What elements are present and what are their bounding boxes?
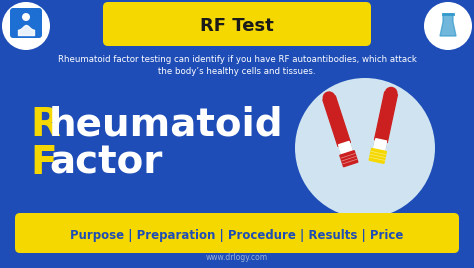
Circle shape <box>323 91 336 104</box>
Text: actor: actor <box>49 144 163 182</box>
Polygon shape <box>374 139 386 151</box>
Polygon shape <box>338 142 352 154</box>
Polygon shape <box>369 148 386 163</box>
Text: the body’s healthy cells and tissues.: the body’s healthy cells and tissues. <box>158 66 316 76</box>
Text: Purpose | Preparation | Procedure | Results | Price: Purpose | Preparation | Procedure | Resu… <box>70 229 404 241</box>
Text: Test: Test <box>442 39 454 44</box>
Circle shape <box>2 2 50 50</box>
Text: F: F <box>30 144 56 182</box>
Polygon shape <box>323 96 350 146</box>
Text: www.drlogy.com: www.drlogy.com <box>206 254 268 262</box>
Circle shape <box>22 13 30 21</box>
Text: R: R <box>30 106 60 144</box>
Text: Rheumatoid factor testing can identify if you have RF autoantibodies, which atta: Rheumatoid factor testing can identify i… <box>57 55 417 65</box>
Polygon shape <box>340 151 358 167</box>
FancyBboxPatch shape <box>103 2 371 46</box>
Circle shape <box>424 2 472 50</box>
Polygon shape <box>440 14 456 36</box>
Polygon shape <box>323 96 357 166</box>
Circle shape <box>384 87 398 100</box>
Text: RF Test: RF Test <box>200 17 274 35</box>
Text: heumatoid: heumatoid <box>49 106 283 144</box>
FancyBboxPatch shape <box>15 213 459 253</box>
Text: Drlogy: Drlogy <box>16 39 36 44</box>
Polygon shape <box>370 92 397 163</box>
Circle shape <box>295 78 435 218</box>
Polygon shape <box>374 92 397 143</box>
FancyBboxPatch shape <box>10 8 42 38</box>
